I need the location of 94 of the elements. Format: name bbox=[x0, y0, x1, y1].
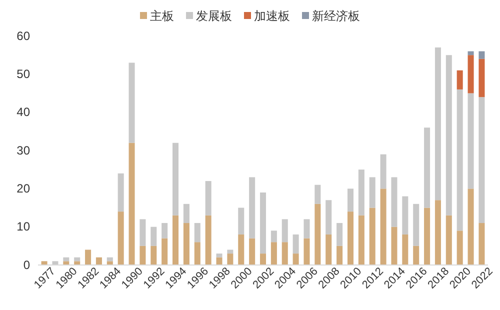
bar bbox=[282, 242, 288, 265]
bar bbox=[413, 246, 420, 265]
bar bbox=[216, 257, 222, 265]
y-tick-label: 20 bbox=[16, 182, 30, 196]
bar bbox=[391, 226, 398, 265]
bar bbox=[326, 234, 332, 265]
bar bbox=[358, 170, 364, 216]
bar bbox=[369, 177, 376, 208]
y-tick-label: 40 bbox=[16, 105, 30, 120]
y-tick-label: 50 bbox=[16, 67, 30, 82]
bar bbox=[183, 223, 190, 265]
bar bbox=[128, 142, 135, 265]
bar bbox=[347, 188, 354, 212]
bar bbox=[150, 246, 157, 265]
bar bbox=[118, 173, 124, 212]
y-tick-label: 60 bbox=[16, 28, 30, 43]
bar bbox=[118, 212, 124, 265]
bar bbox=[468, 188, 474, 265]
bar bbox=[478, 97, 485, 224]
bar bbox=[249, 238, 256, 265]
bar bbox=[238, 208, 244, 234]
bar bbox=[227, 254, 234, 265]
bar bbox=[194, 223, 200, 242]
bar bbox=[52, 261, 58, 265]
bar bbox=[369, 208, 376, 265]
bar bbox=[162, 238, 168, 265]
bar bbox=[270, 230, 277, 242]
legend-label: 发展板 bbox=[196, 9, 232, 24]
bar bbox=[358, 215, 364, 265]
bar bbox=[205, 215, 212, 265]
bar bbox=[391, 177, 398, 227]
legend-label: 新经济板 bbox=[312, 9, 360, 24]
y-tick-label: 30 bbox=[16, 143, 30, 158]
bar bbox=[456, 89, 463, 231]
bar bbox=[260, 254, 266, 265]
bar bbox=[106, 257, 113, 262]
bar bbox=[282, 219, 288, 242]
bar bbox=[183, 204, 190, 224]
bar bbox=[347, 212, 354, 265]
bar bbox=[205, 181, 212, 216]
bar bbox=[304, 219, 310, 238]
bar bbox=[380, 188, 386, 265]
bar bbox=[434, 200, 441, 265]
bar bbox=[172, 215, 179, 265]
bar bbox=[336, 223, 343, 246]
bar bbox=[456, 70, 463, 90]
bar bbox=[260, 192, 266, 254]
bar bbox=[468, 93, 474, 189]
bar bbox=[424, 128, 430, 208]
bar bbox=[74, 257, 80, 262]
bar bbox=[128, 62, 135, 143]
bar bbox=[446, 55, 452, 216]
bar bbox=[478, 223, 485, 265]
bar bbox=[194, 242, 200, 265]
bar bbox=[446, 215, 452, 265]
bar bbox=[292, 234, 299, 254]
bar bbox=[85, 250, 92, 265]
bar bbox=[456, 230, 463, 265]
bar bbox=[63, 261, 70, 265]
bar bbox=[478, 58, 485, 98]
bar bbox=[314, 204, 321, 265]
bar bbox=[140, 219, 146, 246]
bar bbox=[336, 246, 343, 265]
bar bbox=[270, 242, 277, 265]
bar bbox=[106, 261, 113, 265]
bar bbox=[314, 184, 321, 204]
bar bbox=[304, 238, 310, 265]
bar bbox=[478, 51, 485, 59]
bar bbox=[249, 177, 256, 238]
bar bbox=[434, 47, 441, 200]
bar bbox=[413, 204, 420, 246]
bar bbox=[292, 254, 299, 265]
bar bbox=[468, 55, 474, 94]
bar bbox=[162, 223, 168, 238]
bar bbox=[468, 51, 474, 56]
bar bbox=[41, 261, 48, 265]
bar bbox=[74, 261, 80, 265]
bar bbox=[424, 208, 430, 265]
bar bbox=[96, 257, 102, 265]
y-tick-label: 0 bbox=[23, 258, 30, 272]
bar bbox=[63, 257, 70, 262]
bar bbox=[402, 196, 408, 234]
bar bbox=[380, 154, 386, 189]
bar bbox=[172, 142, 179, 216]
legend-label: 主板 bbox=[150, 9, 174, 24]
bar bbox=[140, 246, 146, 265]
legend-label: 加速板 bbox=[254, 9, 290, 24]
y-tick-label: 10 bbox=[16, 220, 30, 234]
bar bbox=[227, 250, 234, 254]
bar bbox=[402, 234, 408, 265]
bar bbox=[216, 254, 222, 258]
bar bbox=[238, 234, 244, 265]
bar bbox=[326, 200, 332, 234]
bar bbox=[150, 226, 157, 246]
